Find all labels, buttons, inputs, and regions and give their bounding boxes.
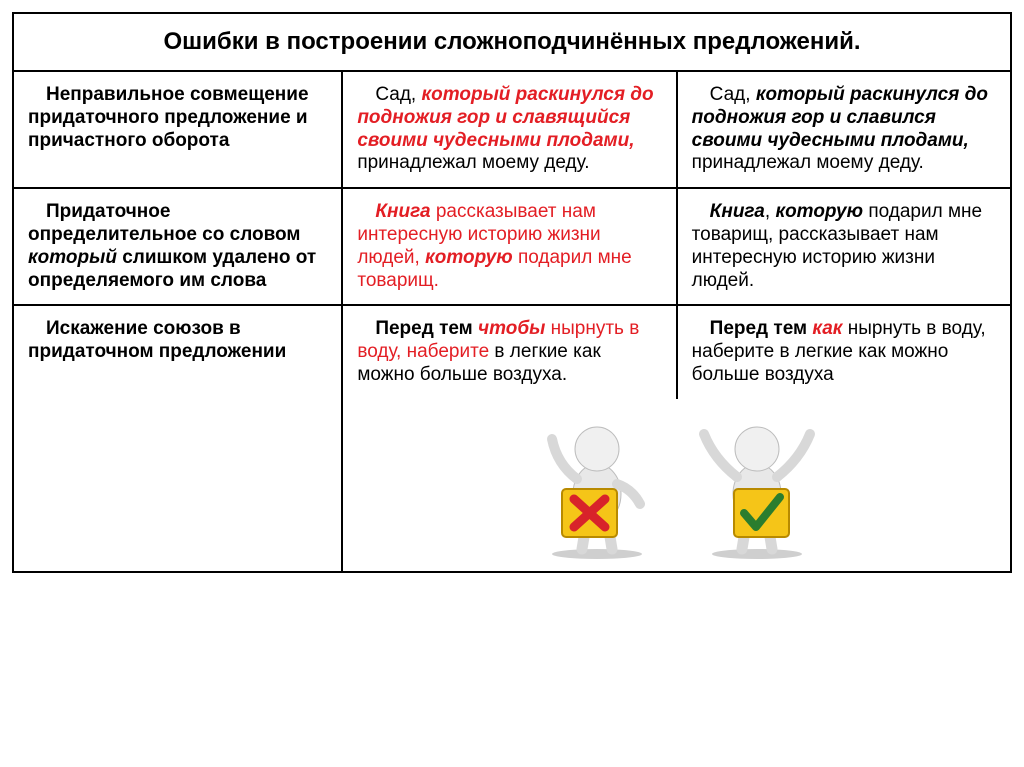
rule-2-text: Придаточное определительное со словом ко… xyxy=(28,201,316,290)
cell-wrong-2: Книга рассказывает нам интересную истори… xyxy=(342,188,676,305)
table-title: Ошибки в построении сложноподчинённых пр… xyxy=(13,13,1011,71)
cell-correct-3: Перед тем как нырнуть в воду, наберите в… xyxy=(677,305,1011,398)
correct-figure-icon xyxy=(692,409,822,559)
wrong-figure-icon xyxy=(532,409,662,559)
cell-rule-2: Придаточное определительное со словом ко… xyxy=(13,188,342,305)
cell-rule-3: Искажение союзов в придаточном предложен… xyxy=(13,305,342,571)
error-table: Ошибки в построении сложноподчинённых пр… xyxy=(12,12,1012,573)
table-row: Неправильное совмещение придаточного пре… xyxy=(13,71,1011,188)
cell-wrong-1: Сад, который раскинулся до подножия гор … xyxy=(342,71,676,188)
figures-container xyxy=(357,399,996,559)
table-row: Искажение союзов в придаточном предложен… xyxy=(13,305,1011,398)
cell-correct-2: Книга, которую подарил мне товарищ, расс… xyxy=(677,188,1011,305)
cell-correct-1: Сад, который раскинулся до подножия гор … xyxy=(677,71,1011,188)
cell-rule-1: Неправильное совмещение придаточного пре… xyxy=(13,71,342,188)
cell-wrong-3: Перед тем чтобы нырнуть в воду, наберите… xyxy=(342,305,676,398)
table-row: Придаточное определительное со словом ко… xyxy=(13,188,1011,305)
